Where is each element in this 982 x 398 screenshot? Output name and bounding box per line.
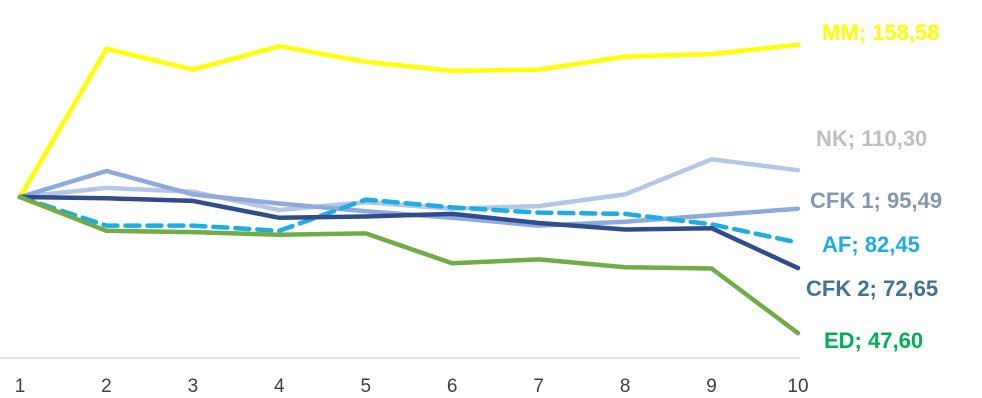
x-tick-label: 3 [188, 376, 199, 397]
x-tick-label: 6 [447, 376, 458, 397]
series-end-label-cfk-2: CFK 2; 72,65 [806, 276, 938, 301]
series-line-af [17, 194, 801, 245]
series-end-label-cfk-1: CFK 1; 95,49 [810, 188, 942, 213]
x-tick-label: 2 [101, 376, 112, 397]
x-tick-label: 7 [533, 376, 544, 397]
x-tick-label: 4 [274, 376, 285, 397]
series-end-label-ed: ED; 47,60 [824, 328, 923, 353]
series-line-ed [17, 194, 801, 336]
series-end-label-af: AF; 82,45 [822, 232, 920, 257]
series-line-cfk-2 [17, 194, 801, 271]
series-end-label-mm: MM; 158,58 [822, 20, 939, 45]
x-tick-label: 1 [15, 376, 26, 397]
series-end-label-nk: NK; 110,30 [816, 126, 927, 151]
series-line-mm [17, 42, 801, 200]
x-tick-label: 10 [787, 376, 808, 397]
x-tick-label: 9 [706, 376, 717, 397]
x-tick-label: 8 [620, 376, 631, 397]
x-tick-label: 5 [360, 376, 371, 397]
